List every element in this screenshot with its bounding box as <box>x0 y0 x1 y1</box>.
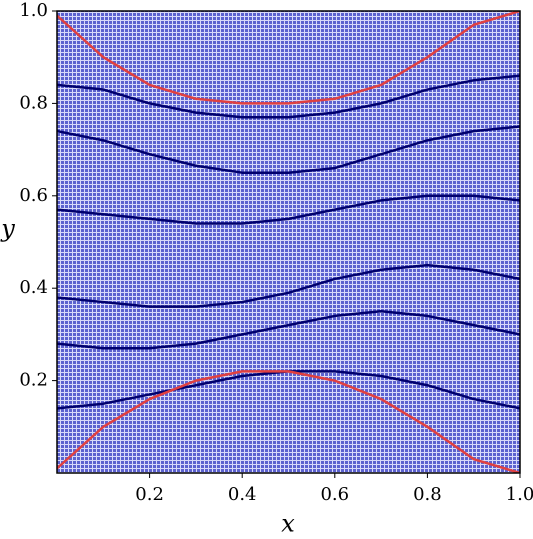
y-tick-label: 0.4 <box>19 277 48 298</box>
trajectory-line <box>57 310 520 350</box>
trajectory-line <box>57 194 520 225</box>
trajectory-line <box>57 11 520 105</box>
trajectory-line <box>57 125 520 174</box>
x-tick-label: 0.2 <box>135 484 164 505</box>
trajectory-line <box>57 74 520 119</box>
trajectory-line <box>57 370 520 473</box>
x-tick-label: 0.4 <box>228 484 257 505</box>
y-axis-label: y <box>0 215 15 243</box>
y-tick-label: 0.2 <box>19 370 48 391</box>
plot-marks <box>57 11 520 473</box>
trajectory-line <box>57 263 520 308</box>
x-tick-label: 1.0 <box>506 484 533 505</box>
y-tick-label: 0.8 <box>19 92 48 113</box>
plot-background <box>57 11 520 473</box>
y-tick-label: 1.0 <box>19 0 48 21</box>
x-tick-label: 0.6 <box>320 484 349 505</box>
plot-frame <box>56 10 521 474</box>
x-axis-label: x <box>281 510 295 538</box>
y-tick-label: 0.6 <box>19 185 48 206</box>
x-tick-label: 0.8 <box>413 484 442 505</box>
